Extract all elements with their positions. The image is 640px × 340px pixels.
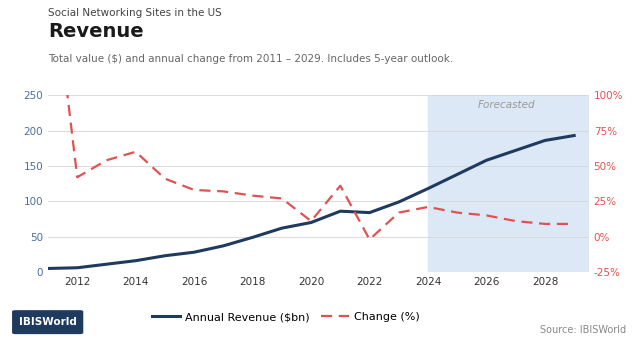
Legend: Annual Revenue ($bn), Change (%): Annual Revenue ($bn), Change (%)	[147, 308, 424, 326]
Text: Revenue: Revenue	[48, 22, 143, 41]
Bar	[428, 95, 604, 272]
FancyBboxPatch shape	[12, 310, 83, 334]
Text: Source: IBISWorld: Source: IBISWorld	[540, 325, 626, 335]
Text: Total value ($) and annual change from 2011 – 2029. Includes 5-year outlook.: Total value ($) and annual change from 2…	[48, 54, 453, 64]
Text: Forecasted: Forecasted	[478, 100, 536, 110]
Text: IBISWorld: IBISWorld	[19, 317, 77, 327]
Text: Social Networking Sites in the US: Social Networking Sites in the US	[48, 8, 221, 18]
